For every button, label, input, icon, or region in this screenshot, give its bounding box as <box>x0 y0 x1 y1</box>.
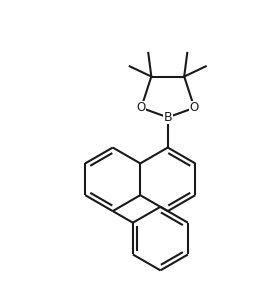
Text: O: O <box>137 101 146 114</box>
Text: B: B <box>163 111 172 124</box>
Text: O: O <box>190 101 199 114</box>
